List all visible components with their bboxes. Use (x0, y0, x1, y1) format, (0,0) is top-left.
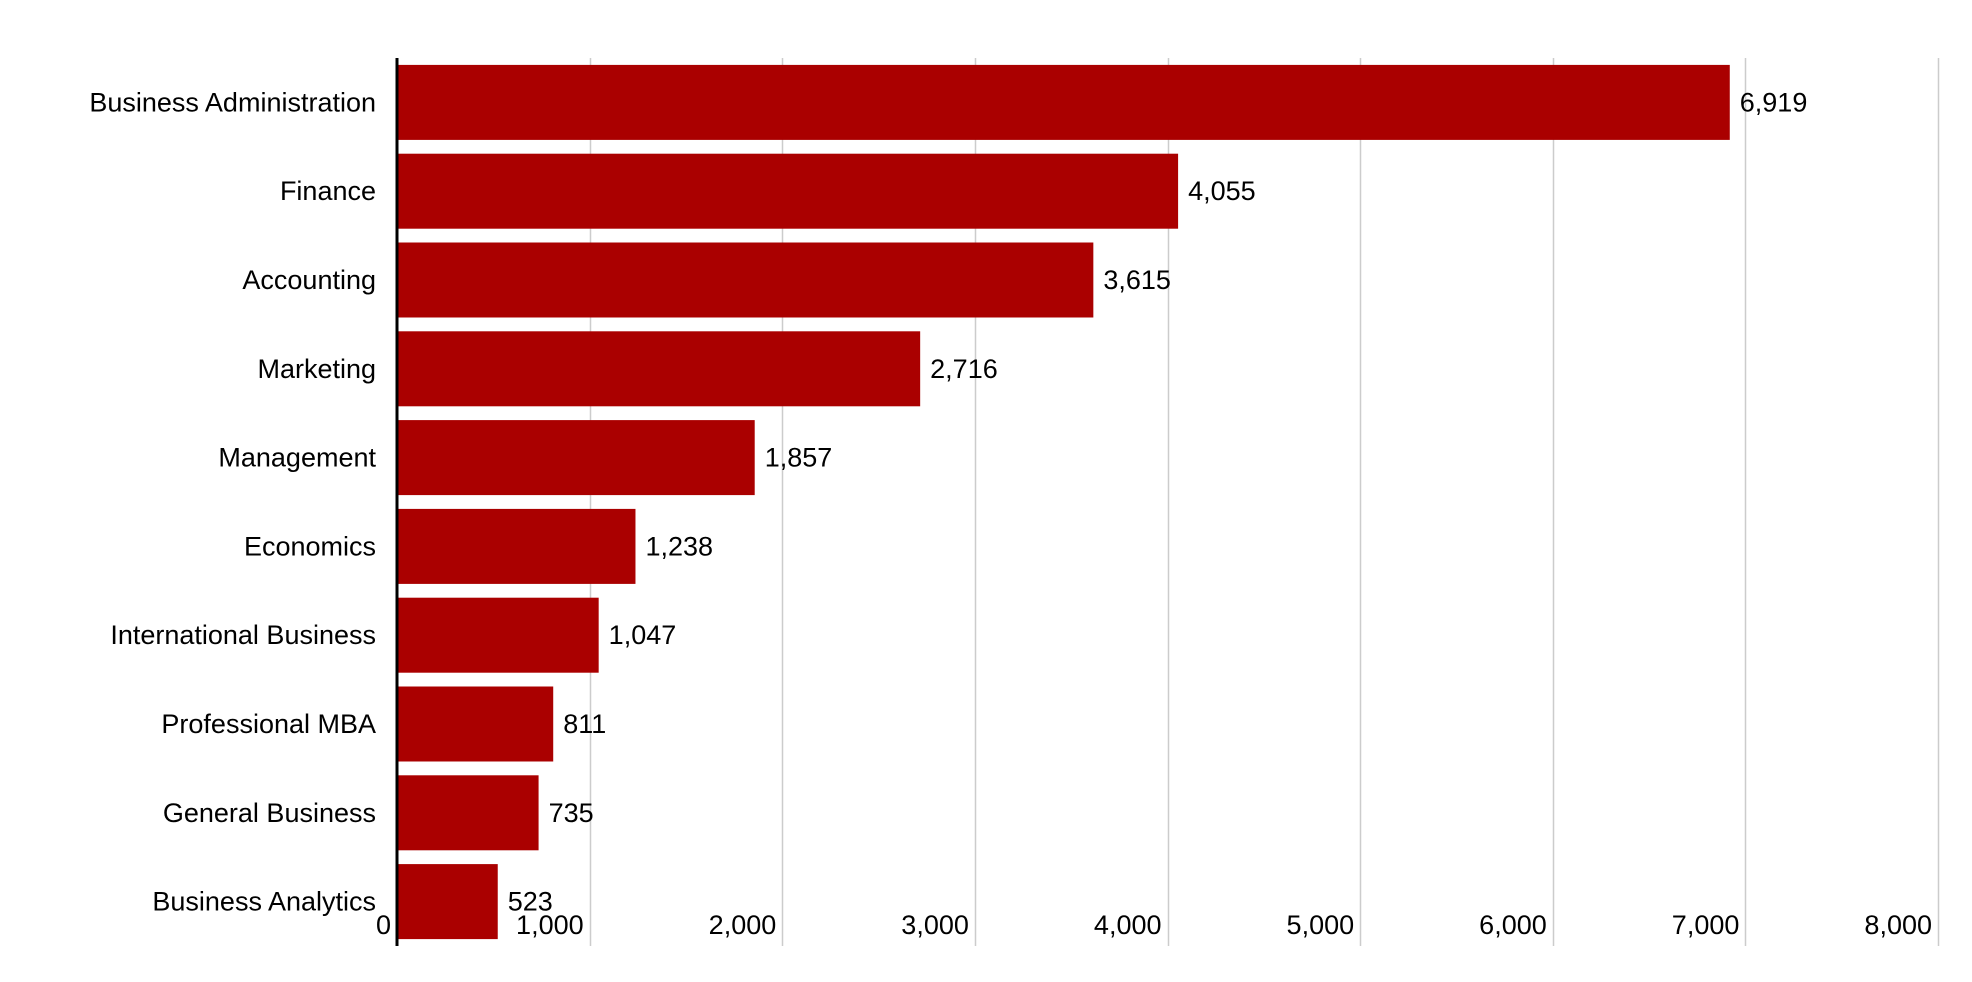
bar (398, 775, 539, 851)
labels: Business Administration Finance Accounting… (89, 87, 1932, 940)
bar (398, 64, 1730, 140)
category-label: Economics (244, 531, 376, 561)
x-tick-label: 0 (376, 910, 391, 940)
data-label: 523 (508, 887, 553, 917)
bar (398, 153, 1179, 229)
x-tick-label: 6,000 (1479, 910, 1547, 940)
category-label: International Business (110, 620, 376, 650)
bar (398, 331, 921, 407)
category-label: Business Administration (89, 87, 376, 117)
bar (398, 597, 599, 673)
data-label: 811 (563, 709, 606, 739)
data-label: 1,047 (609, 620, 677, 650)
x-tick-label: 4,000 (1094, 910, 1162, 940)
bar (398, 508, 636, 584)
bar (398, 686, 554, 762)
x-tick-label: 5,000 (1287, 910, 1355, 940)
category-label: Management (218, 443, 376, 473)
data-label: 1,857 (765, 443, 833, 473)
category-label: Business Analytics (152, 887, 376, 917)
data-label: 4,055 (1188, 176, 1256, 206)
x-tick-label: 8,000 (1864, 910, 1932, 940)
category-label: Marketing (257, 354, 376, 384)
x-tick-label: 7,000 (1672, 910, 1740, 940)
x-tick-label: 3,000 (901, 910, 969, 940)
x-tick-label: 2,000 (709, 910, 777, 940)
data-label: 735 (549, 798, 594, 828)
category-label: Accounting (242, 265, 376, 295)
data-label: 6,919 (1740, 87, 1808, 117)
bar (398, 864, 498, 940)
bar (398, 242, 1094, 318)
category-label: Finance (280, 176, 376, 206)
data-label: 2,716 (930, 354, 998, 384)
x-tick-label: 1,000 (516, 910, 584, 940)
category-label: Professional MBA (161, 709, 376, 739)
bar (398, 420, 755, 496)
bars (398, 64, 1730, 940)
data-label: 3,615 (1103, 265, 1171, 295)
data-label: 1,238 (645, 531, 713, 561)
category-label: General Business (163, 798, 376, 828)
